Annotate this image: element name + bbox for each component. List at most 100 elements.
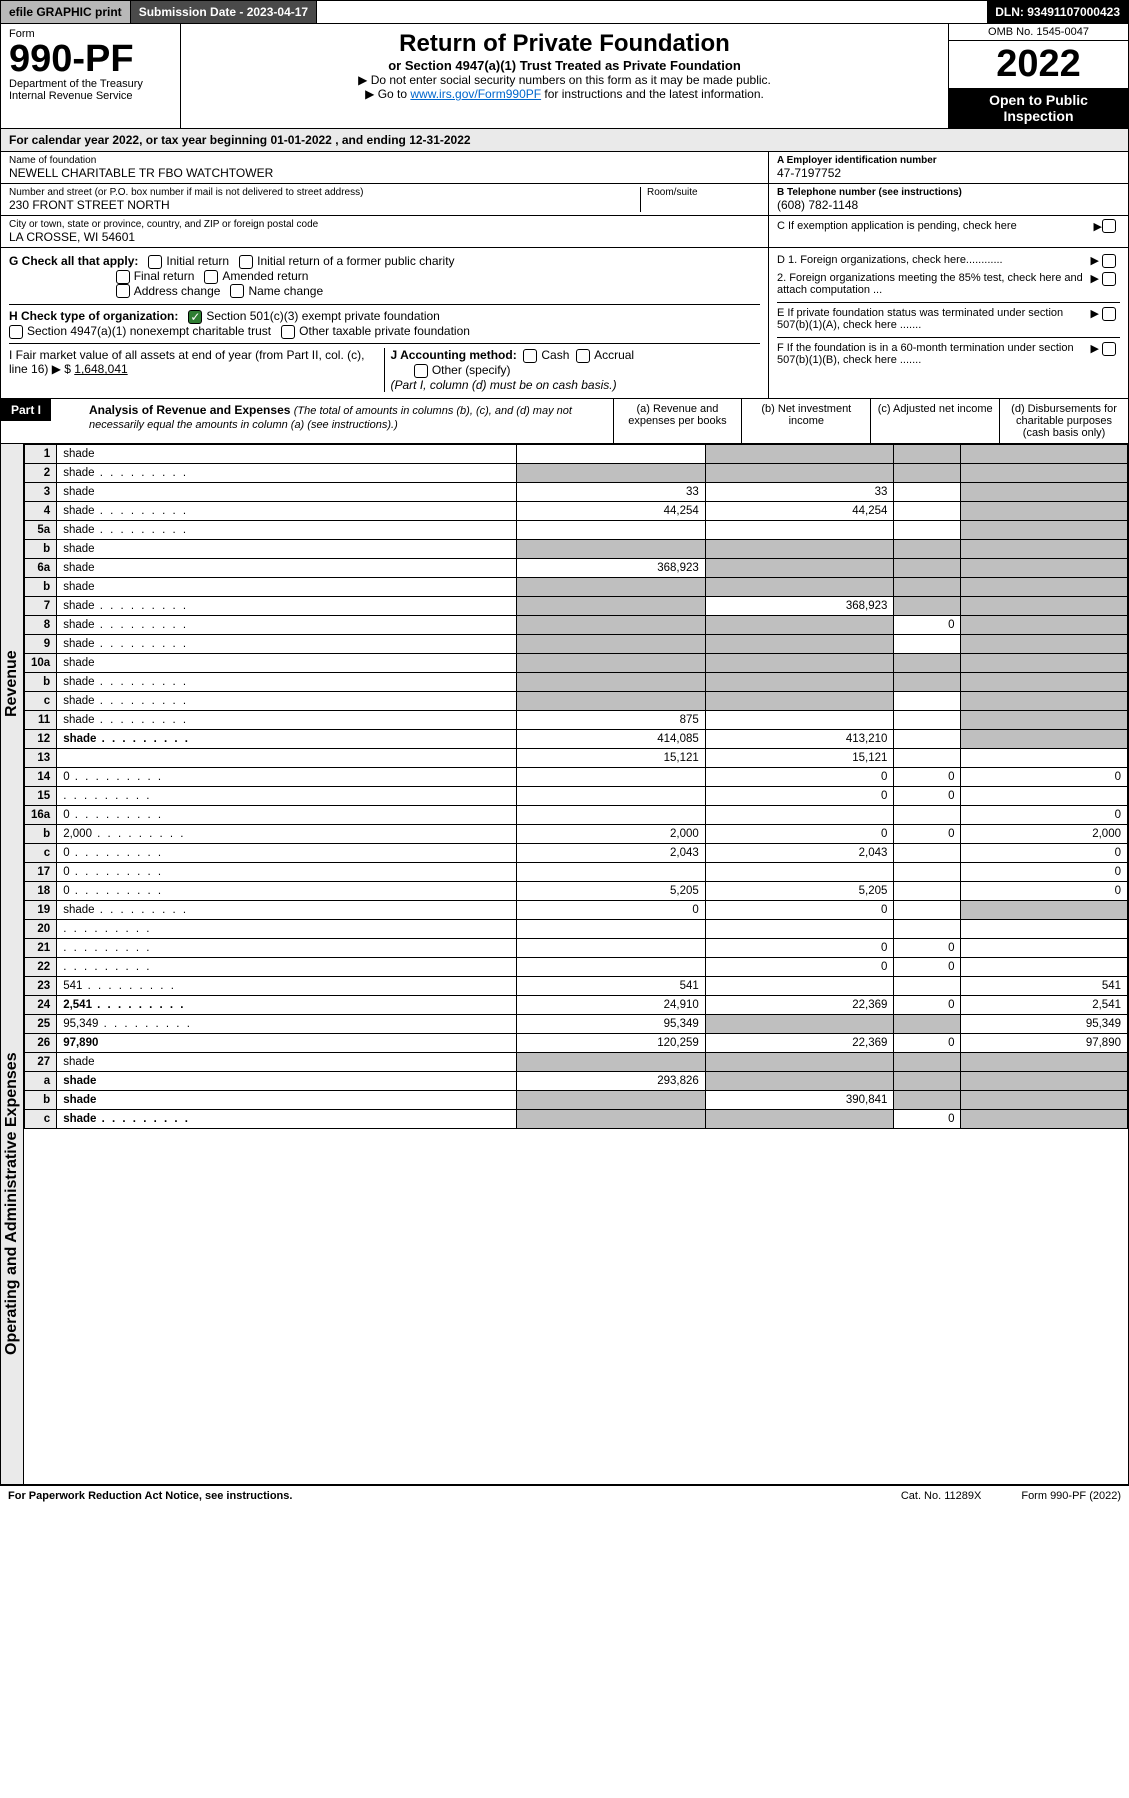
g-final-checkbox[interactable] <box>116 270 130 284</box>
cell-col-a <box>517 615 706 634</box>
line-number: b <box>25 539 57 558</box>
check-section: G Check all that apply: Initial return I… <box>0 248 1129 399</box>
cell-col-c <box>894 1090 961 1109</box>
line-description: shade <box>57 577 517 596</box>
name-cell: Name of foundation NEWELL CHARITABLE TR … <box>1 152 768 184</box>
cell-col-d <box>961 463 1128 482</box>
line-description: shade <box>57 1109 517 1128</box>
j-cash-checkbox[interactable] <box>523 349 537 363</box>
table-row: 2595,34995,34995,349 <box>25 1014 1128 1033</box>
line-number: c <box>25 691 57 710</box>
table-row: bshade <box>25 577 1128 596</box>
d1-checkbox[interactable] <box>1102 254 1116 268</box>
cell-col-d: 2,000 <box>961 824 1128 843</box>
header-left: Form 990-PF Department of the Treasury I… <box>1 24 181 128</box>
cell-col-a <box>517 786 706 805</box>
d2-checkbox[interactable] <box>1102 272 1116 286</box>
vert-labels: Revenue Operating and Administrative Exp… <box>1 444 24 1484</box>
cell-col-b <box>705 558 894 577</box>
cell-col-a: 414,085 <box>517 729 706 748</box>
cell-col-a: 15,121 <box>517 748 706 767</box>
cell-col-d <box>961 482 1128 501</box>
cell-col-c: 0 <box>894 1109 961 1128</box>
table-row: 140000 <box>25 767 1128 786</box>
cell-col-b: 0 <box>705 938 894 957</box>
j-accrual-checkbox[interactable] <box>576 349 590 363</box>
h-4947-checkbox[interactable] <box>9 325 23 339</box>
address-cell: Number and street (or P.O. box number if… <box>1 184 768 216</box>
cell-col-d <box>961 1090 1128 1109</box>
line-description: 2,541 <box>57 995 517 1014</box>
cell-col-c <box>894 843 961 862</box>
g-name-checkbox[interactable] <box>230 284 244 298</box>
cell-col-d <box>961 672 1128 691</box>
h-other-checkbox[interactable] <box>281 325 295 339</box>
cell-col-c <box>894 501 961 520</box>
cell-col-d <box>961 786 1128 805</box>
cell-col-a: 24,910 <box>517 995 706 1014</box>
line-description <box>57 786 517 805</box>
calendar-year-row: For calendar year 2022, or tax year begi… <box>0 129 1129 152</box>
arrow-icon: ▶ <box>1090 307 1098 331</box>
g-initial-checkbox[interactable] <box>148 255 162 269</box>
analysis-table-wrap: Revenue Operating and Administrative Exp… <box>0 444 1129 1485</box>
ein-cell: A Employer identification number 47-7197… <box>769 152 1128 184</box>
foundation-name: NEWELL CHARITABLE TR FBO WATCHTOWER <box>9 166 760 180</box>
cell-col-c <box>894 539 961 558</box>
header-right: OMB No. 1545-0047 2022 Open to Public In… <box>948 24 1128 128</box>
cal-mid: , and ending <box>335 133 409 147</box>
cell-col-c: 0 <box>894 938 961 957</box>
address: 230 FRONT STREET NORTH <box>9 198 640 212</box>
h-other-label: Other taxable private foundation <box>299 324 470 338</box>
line-number: 1 <box>25 444 57 463</box>
dept-line-1: Department of the Treasury <box>9 78 172 90</box>
cell-col-a <box>517 919 706 938</box>
cell-col-b <box>705 577 894 596</box>
h-501c3-checkbox[interactable] <box>188 310 202 324</box>
cell-col-d <box>961 634 1128 653</box>
cell-col-a: 541 <box>517 976 706 995</box>
cell-col-b <box>705 1052 894 1071</box>
cell-col-c: 0 <box>894 1033 961 1052</box>
line-description: shade <box>57 653 517 672</box>
g-address-checkbox[interactable] <box>116 284 130 298</box>
cell-col-b: 5,205 <box>705 881 894 900</box>
cell-col-c <box>894 748 961 767</box>
efile-print-button[interactable]: efile GRAPHIC print <box>1 1 131 23</box>
cell-col-b: 22,369 <box>705 1033 894 1052</box>
g-initial-former-checkbox[interactable] <box>239 255 253 269</box>
c-label: C If exemption application is pending, c… <box>777 220 1094 232</box>
line-number: 9 <box>25 634 57 653</box>
cell-col-d <box>961 1071 1128 1090</box>
line-description <box>57 938 517 957</box>
cell-col-a: 44,254 <box>517 501 706 520</box>
table-row: cshade <box>25 691 1128 710</box>
f-checkbox[interactable] <box>1102 342 1116 356</box>
c-checkbox[interactable] <box>1102 219 1116 233</box>
line-number: b <box>25 577 57 596</box>
line-number: 5a <box>25 520 57 539</box>
cell-col-d: 95,349 <box>961 1014 1128 1033</box>
cell-col-d <box>961 691 1128 710</box>
cell-col-c <box>894 691 961 710</box>
cell-col-b <box>705 1071 894 1090</box>
table-row: 12shade414,085413,210 <box>25 729 1128 748</box>
line-description: 0 <box>57 805 517 824</box>
tel-label: B Telephone number (see instructions) <box>777 187 1120 198</box>
j-other-checkbox[interactable] <box>414 364 428 378</box>
line-description: shade <box>57 444 517 463</box>
g-amended-checkbox[interactable] <box>204 270 218 284</box>
foundation-info: Name of foundation NEWELL CHARITABLE TR … <box>0 152 1129 248</box>
cell-col-a <box>517 938 706 957</box>
line-description: 0 <box>57 881 517 900</box>
line-description: shade <box>57 729 517 748</box>
cal-begin: 01-01-2022 <box>270 133 331 147</box>
cell-col-b <box>705 1014 894 1033</box>
e-checkbox[interactable] <box>1102 307 1116 321</box>
cell-col-b <box>705 805 894 824</box>
table-row: 8shade0 <box>25 615 1128 634</box>
cell-col-b: 0 <box>705 900 894 919</box>
irs-link[interactable]: www.irs.gov/Form990PF <box>410 87 541 101</box>
cell-col-a: 368,923 <box>517 558 706 577</box>
table-row: bshade <box>25 672 1128 691</box>
